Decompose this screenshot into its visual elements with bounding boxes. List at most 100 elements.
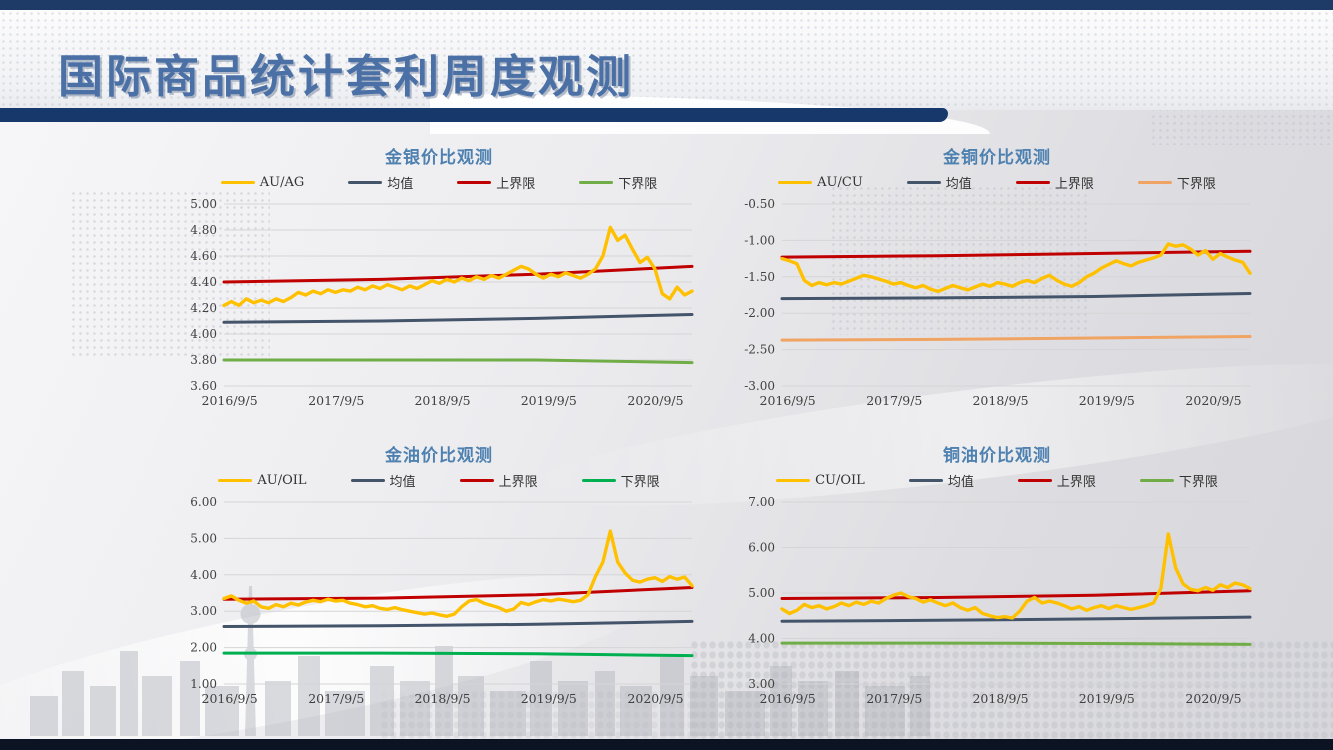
legend-item: AU/CU — [778, 175, 863, 190]
series-line-均值 — [222, 313, 694, 324]
chart-title: 金银价比观测 — [385, 148, 493, 167]
legend-item: 下界限 — [579, 173, 657, 192]
legend-swatch — [218, 478, 253, 482]
legend-item: 均值 — [906, 173, 972, 192]
y-axis-tick-label: 3.00 — [748, 677, 775, 691]
y-axis-tick-label: 2.00 — [190, 641, 217, 655]
series-line-上界限 — [780, 249, 1252, 259]
legend-swatch — [579, 180, 614, 184]
x-axis-tick-label: 2020/9/5 — [627, 393, 683, 408]
x-axis-tick-label: 2016/9/5 — [760, 393, 816, 408]
x-axis-tick-label: 2020/9/5 — [1185, 393, 1241, 408]
x-axis-tick-label: 2018/9/5 — [414, 691, 470, 706]
legend-item: 下界限 — [1139, 471, 1218, 490]
chart-title: 金铜价比观测 — [943, 148, 1051, 167]
legend-item: 下界限 — [581, 471, 660, 490]
y-axis-tick-label: -2.00 — [744, 306, 775, 320]
legend-label: AU/AG — [259, 174, 305, 190]
legend-label: 上界限 — [1054, 176, 1094, 192]
x-axis-tick-label: 2019/9/5 — [521, 393, 577, 408]
top-accent-bar — [0, 0, 1333, 10]
series-line-下界限 — [780, 335, 1252, 342]
y-axis-tick-label: 4.00 — [190, 568, 217, 582]
legend-label: 下界限 — [1178, 474, 1218, 490]
y-axis-tick-label: 4.00 — [190, 327, 217, 341]
hexagon-pattern — [380, 690, 700, 739]
legend-item: 上界限 — [457, 173, 535, 192]
legend-label: 上界限 — [496, 176, 536, 192]
chart-gold-copper-ratio: 金铜价比观测 AU/CU 均值 上界限 下界限 -0.50 -1.00 -1.50 -2.0… — [736, 146, 1258, 422]
x-axis-tick-label: 2018/9/5 — [972, 393, 1028, 408]
legend-swatch — [776, 478, 811, 482]
legend-swatch — [220, 180, 255, 184]
y-axis-tick-label: 4.00 — [748, 632, 775, 646]
x-axis-tick-label: 2019/9/5 — [1079, 393, 1135, 408]
header: 国际商品统计套利周度观测 — [0, 10, 1333, 134]
x-axis-tick-label: 2019/9/5 — [521, 691, 577, 706]
series-line-下界限 — [780, 641, 1252, 646]
legend-label: AU/CU — [817, 174, 863, 190]
page-title: 国际商品统计套利周度观测 — [58, 52, 635, 102]
legend-swatch — [1139, 478, 1174, 482]
x-axis-tick-label: 2017/9/5 — [866, 691, 922, 706]
legend-label: AU/OIL — [257, 472, 307, 488]
legend-label: 下界限 — [618, 176, 658, 192]
city-skyline-silhouette — [30, 586, 930, 736]
series-line-下界限 — [222, 651, 694, 658]
x-axis-tick-label: 2017/9/5 — [308, 393, 364, 408]
x-axis-tick-label: 2016/9/5 — [760, 691, 816, 706]
legend-swatch — [581, 478, 616, 482]
series-line-AU/CU — [780, 242, 1252, 294]
x-axis-tick-label: 2018/9/5 — [414, 393, 470, 408]
bottom-accent-bar — [0, 739, 1333, 750]
y-axis-tick-label: -1.00 — [744, 233, 775, 247]
chart-gold-oil-ratio: 金油价比观测 AU/OIL 均值 上界限 下界限 6.00 5.00 4.00 3.00 2.… — [178, 444, 700, 720]
y-axis-tick-label: -3.00 — [744, 379, 775, 393]
series-line-AU/OIL — [222, 529, 694, 619]
legend-label: 下界限 — [1176, 176, 1216, 192]
legend-item: AU/AG — [220, 174, 305, 190]
x-axis-tick-label: 2020/9/5 — [1185, 691, 1241, 706]
series-line-下界限 — [222, 358, 694, 365]
legend-swatch — [908, 478, 943, 482]
chart-title: 金油价比观测 — [385, 446, 493, 465]
legend-label: 均值 — [945, 176, 972, 192]
legend-item: AU/OIL — [218, 472, 307, 488]
legend-item: 上界限 — [459, 471, 538, 490]
series-line-均值 — [222, 619, 694, 628]
x-axis-tick-label: 2016/9/5 — [202, 691, 258, 706]
series-line-CU/OIL — [780, 532, 1252, 620]
series-line-上界限 — [222, 586, 694, 601]
y-axis-tick-label: 4.20 — [190, 301, 217, 315]
legend-swatch — [350, 478, 385, 482]
legend-item: 下界限 — [1137, 173, 1216, 192]
y-axis-tick-label: 7.00 — [748, 495, 775, 509]
legend-item: 均值 — [908, 471, 974, 490]
y-axis-tick-label: 6.00 — [190, 495, 217, 509]
legend-swatch — [1015, 180, 1050, 184]
legend-swatch — [778, 180, 813, 184]
y-axis-tick-label: 1.00 — [190, 677, 217, 691]
y-axis-tick-label: 3.80 — [190, 353, 217, 367]
y-axis-tick-label: 4.60 — [190, 249, 217, 263]
chart-legend: AU/OIL 均值 上界限 下界限 — [178, 468, 700, 492]
series-line-上界限 — [222, 264, 694, 284]
x-axis-tick-label: 2018/9/5 — [972, 691, 1028, 706]
legend-swatch — [459, 478, 494, 482]
legend-item: 均值 — [350, 471, 416, 490]
legend-swatch — [906, 180, 941, 184]
legend-item: 均值 — [348, 173, 413, 192]
y-axis-tick-label: 4.40 — [190, 275, 217, 289]
legend-swatch — [457, 180, 492, 184]
chart-legend: AU/CU 均值 上界限 下界限 — [736, 170, 1258, 194]
chart-legend: CU/OIL 均值 上界限 下界限 — [736, 468, 1258, 492]
hexagon-pattern — [690, 640, 1333, 739]
y-axis-tick-label: -2.50 — [744, 343, 775, 357]
y-axis-tick-label: -1.50 — [744, 270, 775, 284]
x-axis-tick-label: 2016/9/5 — [202, 393, 258, 408]
y-axis-tick-label: 3.60 — [190, 379, 217, 393]
